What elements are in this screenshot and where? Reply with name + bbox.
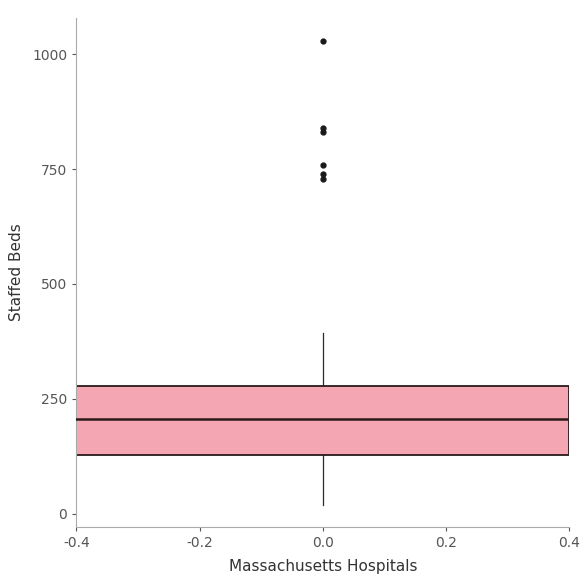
X-axis label: Massachusetts Hospitals: Massachusetts Hospitals (228, 559, 417, 574)
Bar (76, 386, 569, 455)
Y-axis label: Staffed Beds: Staffed Beds (9, 224, 24, 321)
